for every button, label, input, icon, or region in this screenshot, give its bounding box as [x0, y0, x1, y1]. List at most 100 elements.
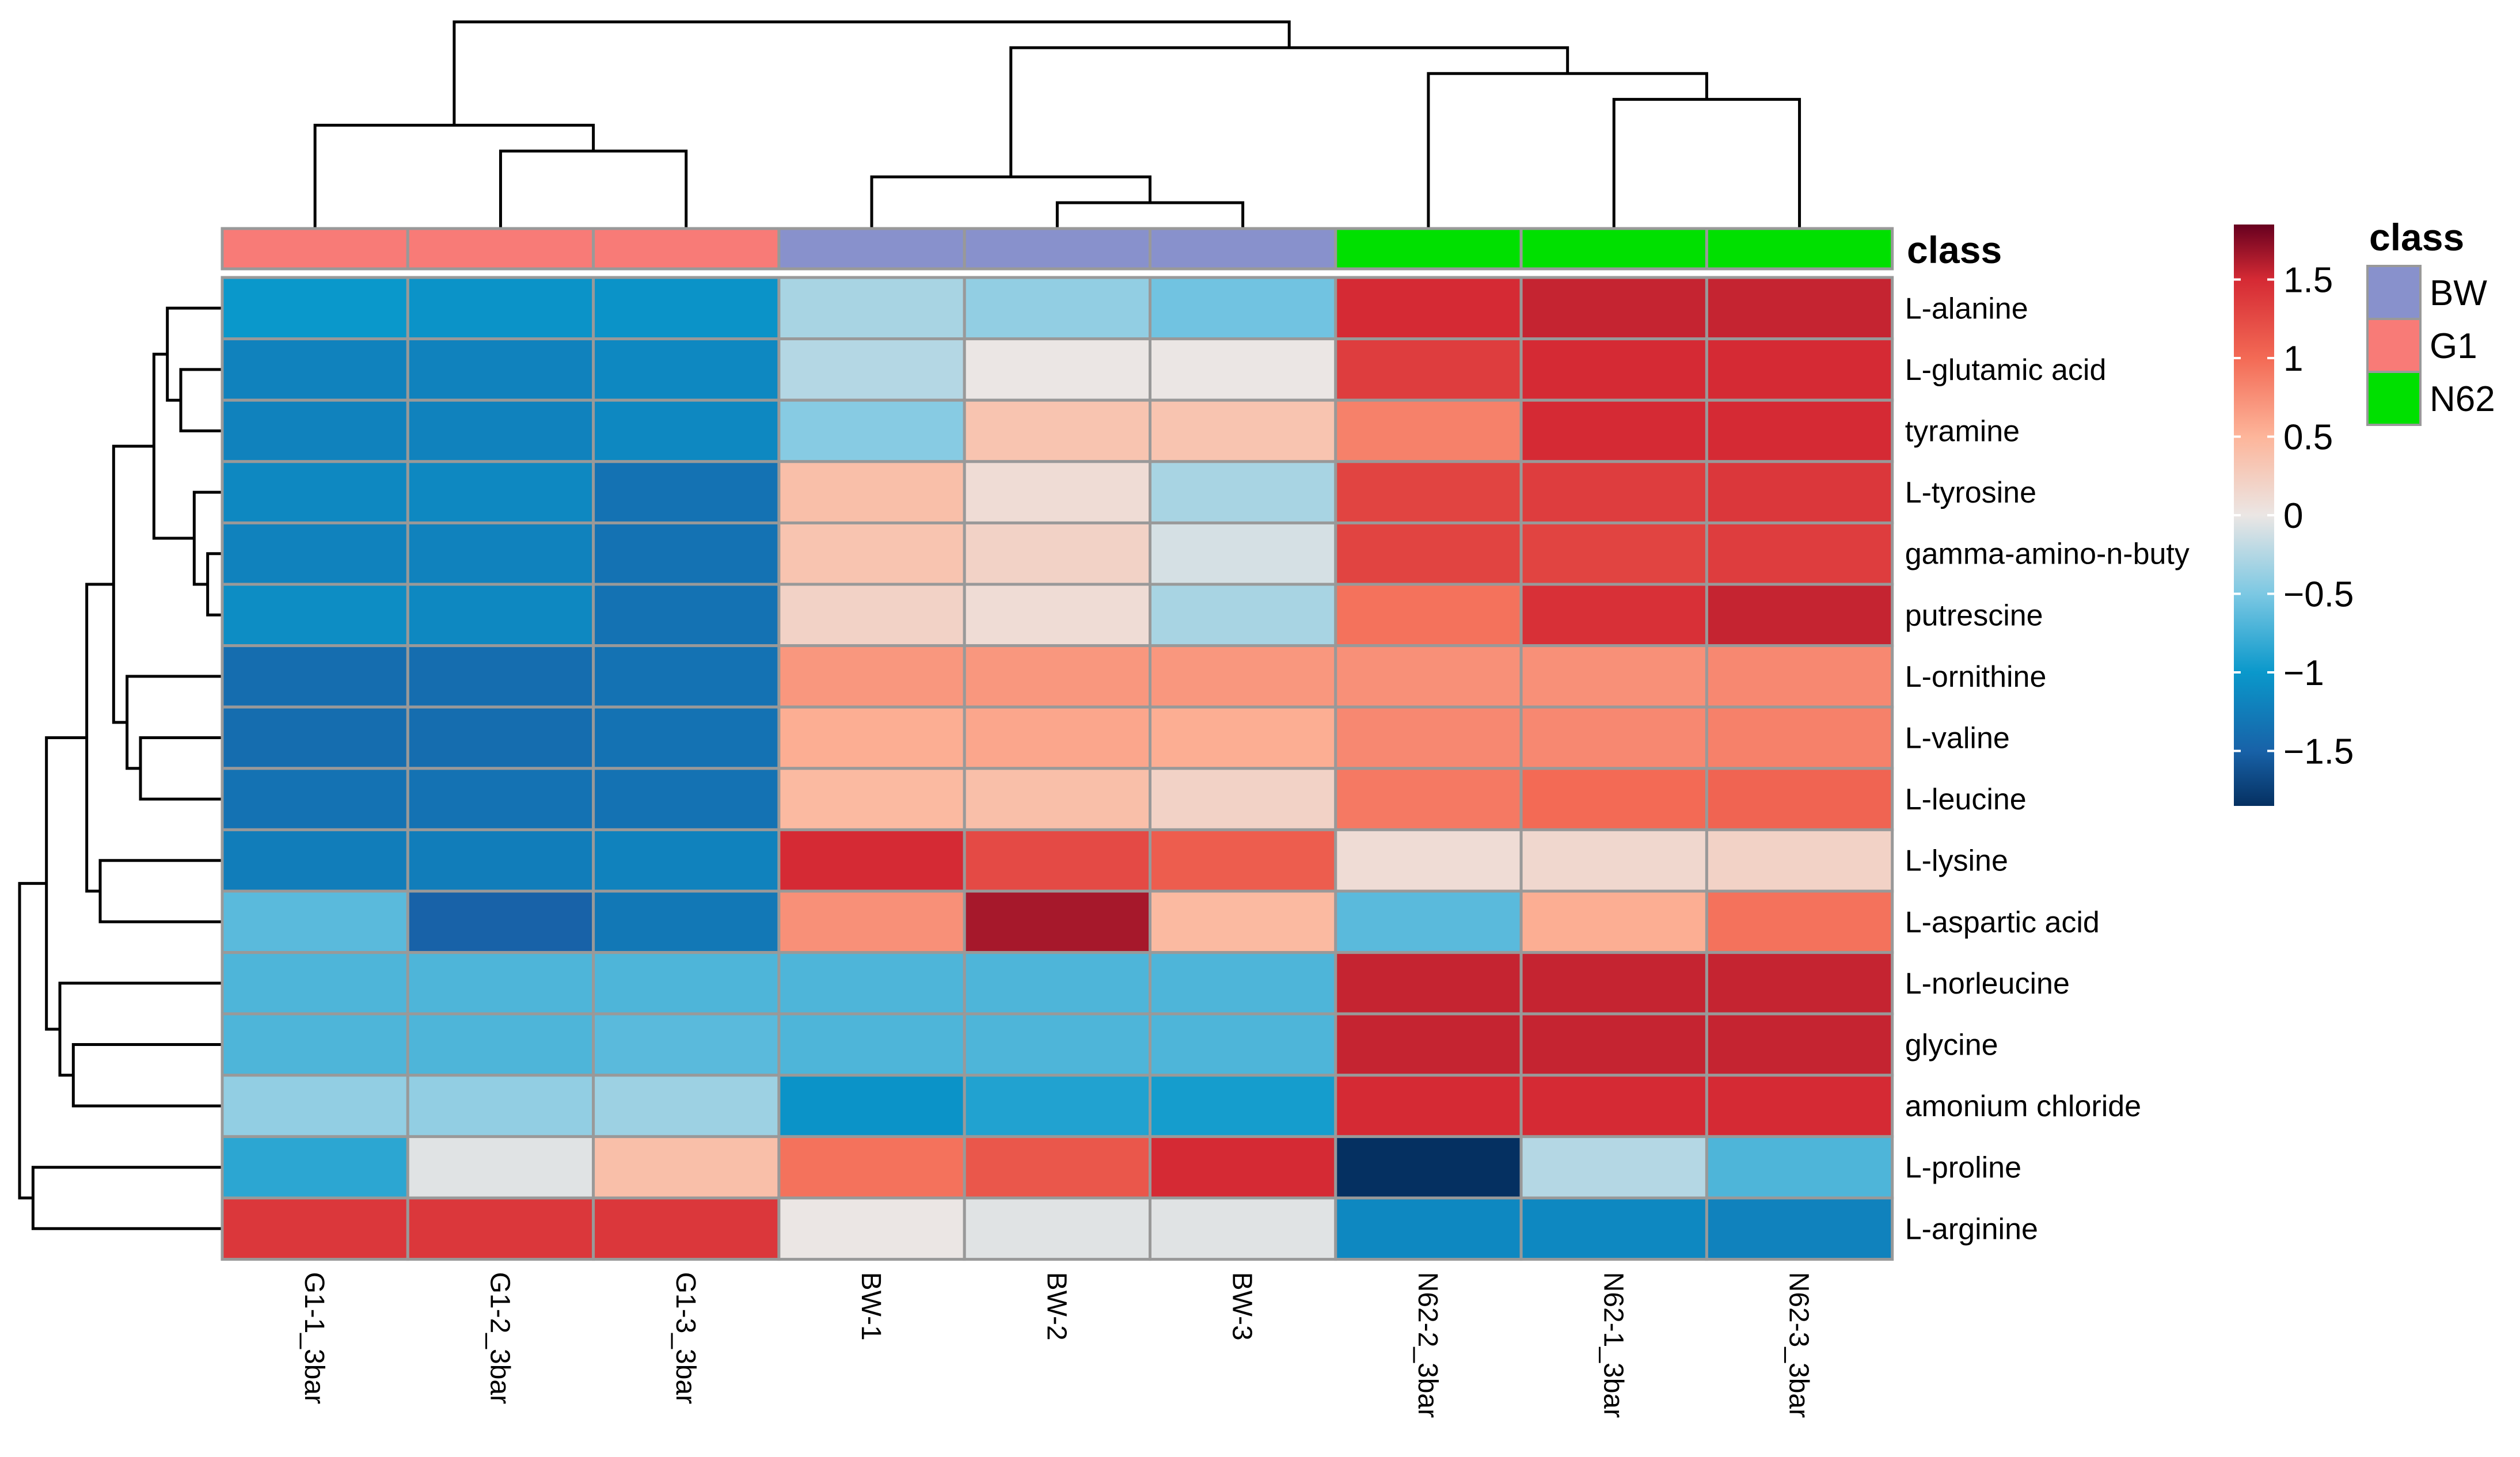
- heatmap-cell: [1149, 828, 1337, 893]
- dendrogram-branch: [31, 1166, 221, 1230]
- heatmap-cell: [1149, 767, 1337, 831]
- heatmap-cell: [592, 521, 781, 586]
- heatmap-cell: [1334, 1012, 1523, 1077]
- row-dendrogram: [18, 306, 221, 1230]
- heatmap-cell: [1149, 1196, 1337, 1261]
- heatmap-cell: [1519, 889, 1708, 954]
- heatmap-cell: [963, 767, 1151, 831]
- heatmap-cell: [963, 828, 1151, 893]
- heatmap-cell: [1334, 1074, 1523, 1138]
- heatmap-cell: [1334, 828, 1523, 893]
- column-label: BW-3: [1227, 1272, 1257, 1341]
- column-label: N62-2_3bar: [1412, 1272, 1443, 1418]
- row-label: L-aspartic acid: [1905, 906, 2100, 939]
- heatmap-cell: [592, 1196, 781, 1261]
- heatmap-cell: [406, 951, 595, 1015]
- heatmap-cell: [406, 705, 595, 770]
- class-annotation-cell: [221, 227, 409, 271]
- heatmap-cell: [1519, 1012, 1708, 1077]
- row-label: amonium chloride: [1905, 1090, 2141, 1123]
- dendrogram-branch: [71, 1043, 221, 1108]
- column-label: G1-2_3bar: [484, 1272, 515, 1404]
- heatmap-cell: [1705, 644, 1894, 709]
- heatmap-cell: [1519, 767, 1708, 831]
- heatmap-cell: [1519, 951, 1708, 1015]
- row-label: L-leucine: [1905, 783, 2027, 816]
- heatmap-cell: [592, 276, 781, 341]
- heatmap-cell: [221, 1196, 409, 1261]
- heatmap-cell: [1519, 398, 1708, 463]
- row-label: L-glutamic acid: [1905, 353, 2107, 387]
- heatmap-cell: [221, 583, 409, 648]
- row-label: L-proline: [1905, 1151, 2021, 1185]
- heatmap-cell: [963, 951, 1151, 1015]
- heatmap-cell: [1705, 337, 1894, 402]
- dendrogram-branch: [85, 583, 114, 893]
- heatmap-cell: [1519, 521, 1708, 586]
- heatmap-cell: [592, 460, 781, 524]
- legend-swatch: [2366, 318, 2422, 373]
- column-label: G1-3_3bar: [670, 1272, 701, 1404]
- dendrogram-branch: [206, 552, 221, 617]
- heatmap-cell: [592, 337, 781, 402]
- class-annotation-cell: [1334, 227, 1523, 271]
- heatmap-cell: [221, 276, 409, 341]
- heatmap-cell: [1705, 276, 1894, 341]
- heatmap-cell: [592, 951, 781, 1015]
- heatmap-cell: [777, 951, 966, 1015]
- row-label: L-arginine: [1905, 1212, 2038, 1246]
- heatmap-cell: [406, 398, 595, 463]
- dendrogram-branch: [179, 368, 221, 432]
- heatmap-cell: [1149, 1074, 1337, 1138]
- heatmap-cell: [406, 828, 595, 893]
- heatmap-cell: [963, 398, 1151, 463]
- heatmap-cell: [777, 644, 966, 709]
- heatmap-cell: [1334, 889, 1523, 954]
- dendrogram-branch: [139, 736, 221, 801]
- heatmap-cell: [221, 767, 409, 831]
- heatmap-cell: [1334, 705, 1523, 770]
- heatmap-cell: [592, 828, 781, 893]
- heatmap-cell: [963, 583, 1151, 648]
- heatmap-cell: [963, 889, 1151, 954]
- dendrogram-branch: [1427, 72, 1708, 229]
- heatmap-cell: [963, 460, 1151, 524]
- heatmap-cell: [1149, 460, 1337, 524]
- legend-title: class: [2369, 216, 2464, 258]
- heatmap-cell: [1149, 337, 1337, 402]
- heatmap-cell: [777, 337, 966, 402]
- row-label: L-norleucine: [1905, 967, 2070, 1001]
- dendrogram-branch: [58, 982, 221, 1077]
- color-scale-tick-label: −1.5: [2283, 732, 2354, 771]
- heatmap-cell: [592, 644, 781, 709]
- heatmap-cell: [1334, 1135, 1523, 1200]
- heatmap-cell: [592, 1074, 781, 1138]
- heatmap-cell: [592, 767, 781, 831]
- row-label: putrescine: [1905, 599, 2043, 632]
- heatmap-cell: [1149, 583, 1337, 648]
- heatmap-cell: [221, 951, 409, 1015]
- heatmap-cell: [406, 1074, 595, 1138]
- legend-label: N62: [2430, 379, 2495, 419]
- heatmap-cell: [963, 337, 1151, 402]
- dendrogram-branch: [499, 149, 688, 229]
- heatmap-cell: [1149, 1135, 1337, 1200]
- heatmap-cell: [406, 644, 595, 709]
- heatmap-cell: [1334, 1196, 1523, 1261]
- class-annotation-cell: [963, 227, 1151, 271]
- color-scale-tick-label: 0: [2283, 496, 2303, 536]
- heatmap-cell: [406, 1012, 595, 1077]
- row-label: L-tyrosine: [1905, 476, 2036, 509]
- legend-swatch: [2366, 371, 2422, 426]
- column-labels: G1-1_3bar G1-2_3bar G1-3_3bar BW-1 BW-2 BW-3 N…: [299, 1272, 1814, 1418]
- heatmap-cell: [963, 1196, 1151, 1261]
- heatmap-cell: [1149, 276, 1337, 341]
- column-label: BW-1: [856, 1272, 886, 1341]
- heatmap-cell: [1705, 1135, 1894, 1200]
- heatmap-cell: [1519, 583, 1708, 648]
- legend-label: G1: [2430, 326, 2477, 366]
- heatmap-cell: [221, 460, 409, 524]
- dendrogram-branch: [1055, 201, 1245, 229]
- dendrogram-branch: [1009, 46, 1569, 177]
- heatmap-cell: [592, 583, 781, 648]
